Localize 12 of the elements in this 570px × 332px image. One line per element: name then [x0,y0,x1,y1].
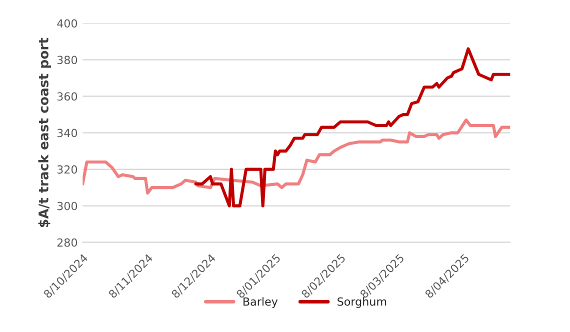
legend-label: Sorghum [338,297,386,308]
legend-label: Barley [244,297,278,308]
y-tick-label: 400 [57,19,78,28]
line-series [194,47,510,208]
y-axis-title: $A/t track east coast port [38,38,52,228]
line-series [82,118,510,195]
y-tick-label: 280 [57,238,78,247]
y-tick-label: 380 [57,56,78,64]
y-tick-label: 300 [57,202,78,210]
y-tick-label: 360 [57,92,78,101]
y-tick-label: 320 [57,165,78,174]
y-tick-label: 340 [57,128,78,138]
